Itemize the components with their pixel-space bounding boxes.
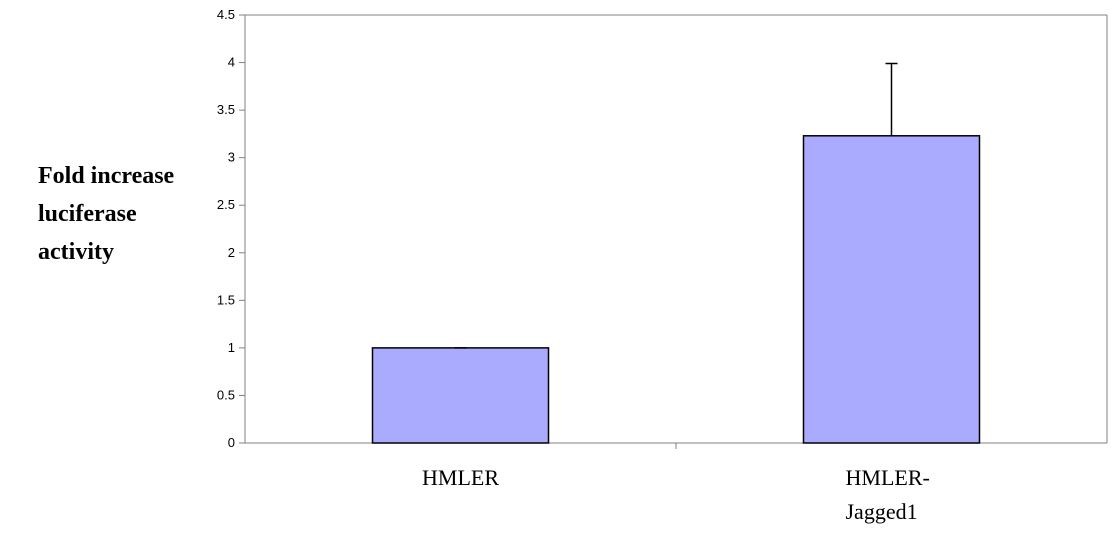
category-label-2: HMLER- Jagged1 (846, 465, 930, 524)
category-label-1: HMLER (422, 465, 499, 490)
category-label-line: HMLER- (846, 465, 930, 490)
bar-1 (371, 347, 550, 444)
category-label-line: HMLER (422, 465, 499, 490)
error-bars (454, 62, 898, 349)
y-axis-label-line: activity (38, 239, 114, 265)
bars (371, 135, 981, 444)
y-axis-ticks: 0 0.5 1 1.5 2 2.5 3 3.5 4 4.5 (217, 7, 245, 450)
y-tick-label: 0 (228, 435, 235, 450)
y-tick-label: 2 (228, 245, 235, 260)
y-axis-label-line: luciferase (38, 201, 137, 227)
y-tick-label: 3.5 (217, 102, 235, 117)
y-tick-label: 0.5 (217, 387, 235, 402)
y-tick-label: 4.5 (217, 7, 235, 22)
y-axis-label: Fold increase luciferase activity (38, 163, 175, 265)
y-tick-label: 1.5 (217, 292, 235, 307)
y-tick-label: 1 (228, 340, 235, 355)
y-axis-label-line: Fold increase (38, 163, 175, 189)
bar-2 (802, 135, 981, 444)
x-axis-categories: HMLER HMLER- Jagged1 (422, 465, 930, 524)
y-tick-label: 2.5 (217, 197, 235, 212)
category-label-line: Jagged1 (846, 499, 918, 524)
y-tick-label: 4 (228, 55, 235, 70)
y-tick-label: 3 (228, 150, 235, 165)
